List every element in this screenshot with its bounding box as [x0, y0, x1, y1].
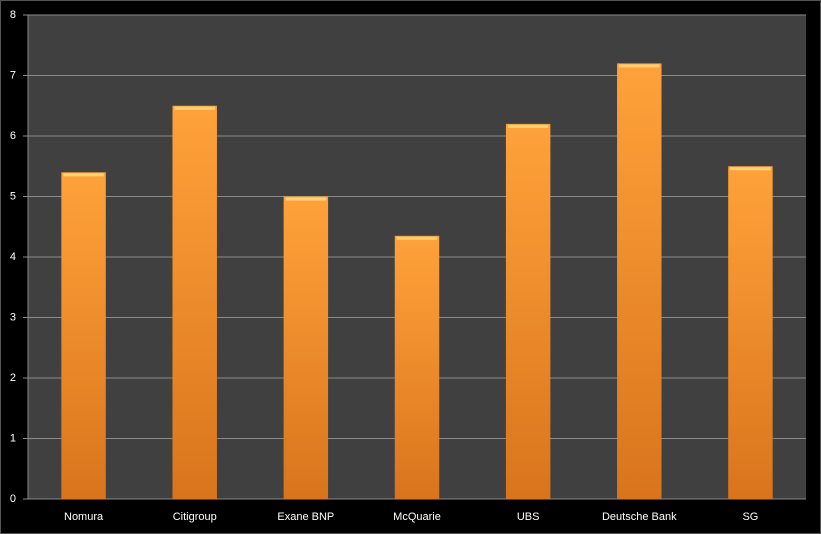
- x-tick-label: UBS: [517, 511, 540, 523]
- bar-bevel: [619, 64, 660, 68]
- y-tick-label: 5: [10, 190, 16, 202]
- y-tick-label: 4: [10, 251, 16, 263]
- y-tick-label: 3: [10, 311, 16, 323]
- bar-bevel: [63, 173, 104, 177]
- y-tick-label: 1: [10, 432, 16, 444]
- bar: [61, 172, 106, 500]
- bar: [728, 166, 773, 499]
- y-tick-label: 8: [10, 9, 16, 21]
- bar: [172, 105, 217, 499]
- bar: [283, 196, 329, 499]
- bar-bevel: [285, 197, 327, 201]
- bar-bevel: [507, 124, 549, 128]
- bar: [505, 123, 551, 500]
- x-tick-label: Nomura: [64, 511, 104, 523]
- bar-bevel: [396, 236, 438, 240]
- x-tick-label: Exane BNP: [277, 511, 334, 523]
- bar: [617, 63, 662, 500]
- bar: [394, 235, 440, 499]
- y-tick-label: 2: [10, 372, 16, 384]
- y-tick-label: 7: [10, 69, 16, 81]
- x-tick-label: SG: [742, 511, 758, 523]
- x-tick-label: Deutsche Bank: [602, 511, 677, 523]
- bar-bevel: [174, 106, 215, 110]
- y-tick-label: 0: [10, 493, 16, 505]
- x-tick-label: Citigroup: [173, 511, 217, 523]
- bar-bevel: [730, 167, 771, 171]
- x-tick-label: McQuarie: [393, 511, 441, 523]
- y-tick-label: 6: [10, 130, 16, 142]
